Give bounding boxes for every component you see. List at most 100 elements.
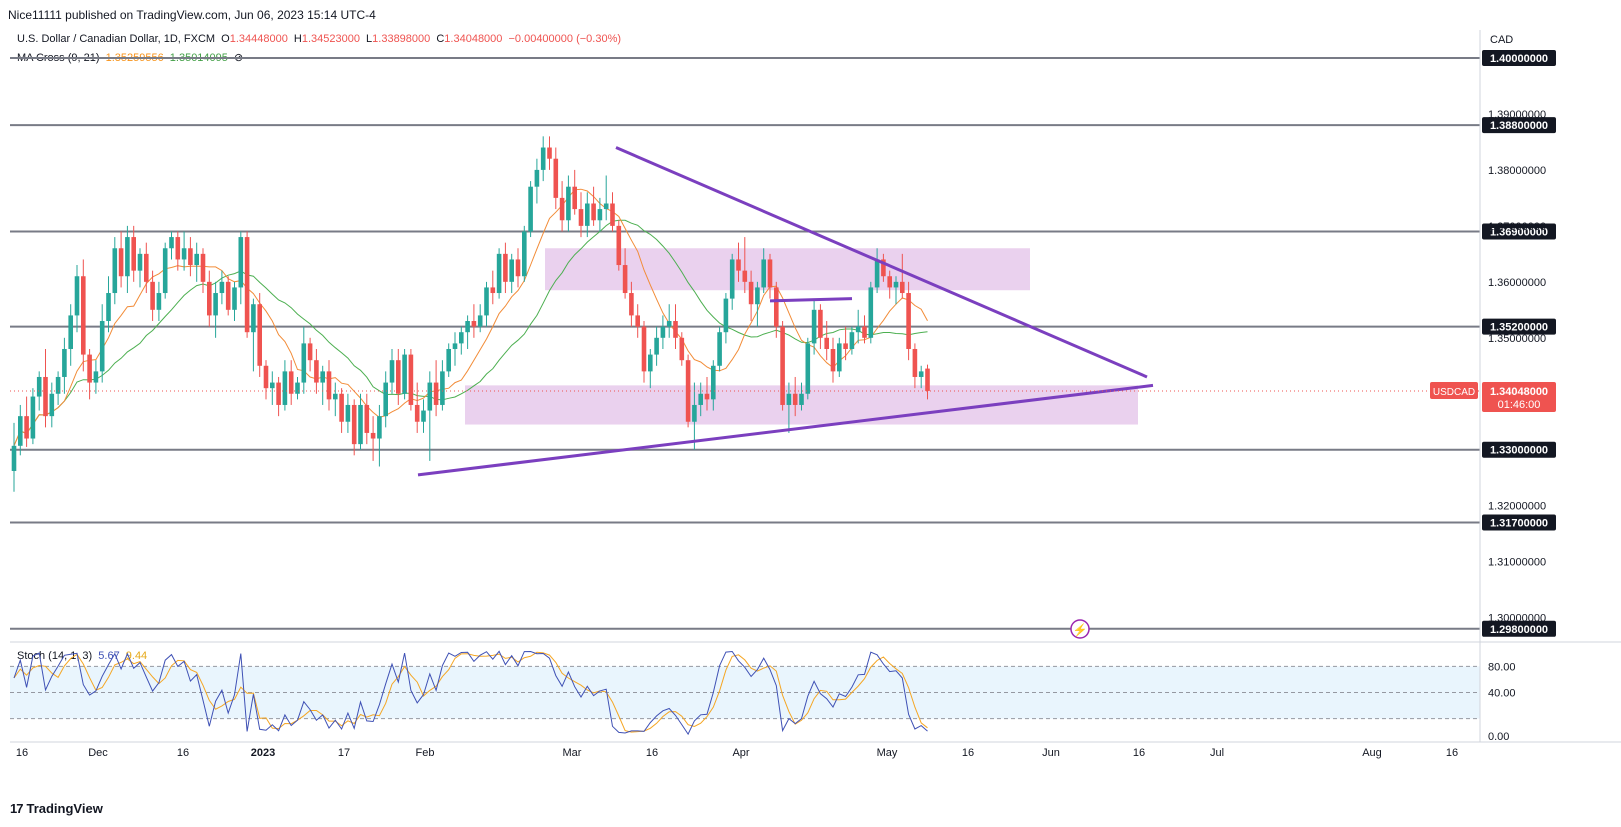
- candle-body: [55, 376, 61, 394]
- low-value: 1.33898000: [372, 33, 431, 45]
- candle-body: [62, 348, 67, 377]
- candle-body: [207, 281, 212, 316]
- high-label: H: [293, 33, 302, 45]
- candle-body: [578, 209, 584, 226]
- candle-body: [547, 147, 552, 159]
- level-label-bg: [1482, 620, 1556, 637]
- candle-body: [515, 259, 521, 277]
- candle-body: [232, 287, 237, 310]
- candle-body: [534, 169, 540, 187]
- candle-body: [144, 253, 149, 282]
- candle-body: [761, 259, 766, 288]
- candle-body: [238, 237, 244, 288]
- candle-body: [282, 371, 288, 405]
- candle-body: [496, 253, 502, 294]
- candle-body: [704, 393, 710, 400]
- candle-body: [843, 343, 848, 349]
- candle-body: [698, 393, 703, 405]
- candle-body: [156, 293, 162, 310]
- candle-body: [522, 231, 527, 277]
- candle-body: [30, 396, 36, 439]
- high-value: 1.34523000: [301, 33, 360, 45]
- candle-body: [421, 410, 426, 422]
- candle-body: [326, 371, 332, 400]
- candle-body: [774, 287, 779, 327]
- open-value: 1.34448000: [229, 33, 288, 45]
- stoch-label: Stoch (14, 1, 3): [17, 650, 93, 662]
- candle-body: [528, 186, 533, 232]
- candle-body: [87, 354, 92, 383]
- candle-body: [402, 354, 407, 394]
- tradingview-brand[interactable]: 17 TradingView: [10, 801, 103, 816]
- candle-body: [918, 371, 924, 377]
- time-tick: 16: [16, 747, 28, 759]
- stoch-k-value: 5.67: [98, 650, 120, 662]
- time-tick: 2023: [251, 747, 275, 759]
- candle-body: [383, 382, 388, 417]
- candle-body: [459, 332, 464, 344]
- tradingview-logo-icon: 17: [10, 801, 24, 816]
- time-tick: Dec: [88, 747, 108, 759]
- candle-body: [131, 237, 136, 271]
- candle-body: [301, 343, 307, 383]
- candle-body: [585, 203, 590, 226]
- symbol-tag-bg: [1430, 381, 1478, 399]
- trendline: [615, 146, 1148, 379]
- candle-body: [43, 376, 48, 417]
- candle-body: [18, 416, 23, 446]
- candle-body: [24, 416, 29, 439]
- candle-body: [503, 253, 508, 282]
- publisher-line: Nice11111 published on TradingView.com, …: [8, 8, 376, 22]
- candle-body: [641, 326, 647, 372]
- candle-body: [471, 321, 477, 327]
- time-tick: Mar: [563, 747, 582, 759]
- candle-body: [748, 281, 754, 305]
- candle-body: [566, 186, 571, 221]
- candle-body: [162, 248, 168, 294]
- candle-body: [307, 343, 313, 361]
- candle-body: [742, 270, 748, 282]
- candle-body: [99, 321, 105, 372]
- stoch-legend[interactable]: Stoch (14, 1, 3) 5.67 9.44: [17, 650, 150, 662]
- candle-body: [339, 393, 344, 422]
- candle-body: [213, 293, 218, 316]
- time-tick: 16: [177, 747, 189, 759]
- current-price-label: 1.34048000: [1490, 386, 1548, 398]
- candle-body: [225, 281, 231, 310]
- candle-body: [181, 248, 187, 260]
- time-tick: 17: [338, 747, 350, 759]
- candle-body: [868, 287, 874, 338]
- candle-body: [295, 382, 300, 394]
- open-label: O: [221, 33, 230, 45]
- candle-body: [36, 376, 42, 397]
- currency-label: CAD: [1490, 34, 1513, 46]
- change-value: −0.00400000 (−0.30%): [508, 33, 622, 45]
- candle-body: [830, 348, 836, 372]
- brand-name: TradingView: [26, 801, 103, 816]
- level-label-bg: [1482, 117, 1556, 134]
- candle-body: [68, 315, 73, 349]
- candle-body: [118, 248, 124, 277]
- candle-body: [244, 237, 250, 333]
- price-tick: 1.32000000: [1488, 501, 1546, 513]
- candle-body: [440, 371, 445, 405]
- level-label: 1.38800000: [1490, 120, 1548, 132]
- candle-body: [900, 281, 905, 294]
- candle-body: [603, 203, 609, 210]
- candle-body: [629, 293, 634, 316]
- candle-body: [736, 259, 741, 271]
- price-tick: 1.35000000: [1488, 333, 1546, 345]
- price-tick: 1.39000000: [1488, 109, 1546, 121]
- candle-body: [799, 393, 804, 405]
- level-label: 1.31700000: [1490, 517, 1548, 529]
- candle-body: [811, 309, 817, 344]
- candle-body: [414, 404, 420, 422]
- stoch-tick: 0.00: [1488, 731, 1509, 743]
- candle-body: [396, 360, 401, 394]
- price-tick: 1.30000000: [1488, 613, 1546, 625]
- level-label: 1.33000000: [1490, 445, 1548, 457]
- candle-body: [270, 382, 275, 389]
- candle-body: [169, 237, 174, 249]
- symbol-legend: U.S. Dollar / Canadian Dollar, 1D, FXCM …: [17, 33, 624, 45]
